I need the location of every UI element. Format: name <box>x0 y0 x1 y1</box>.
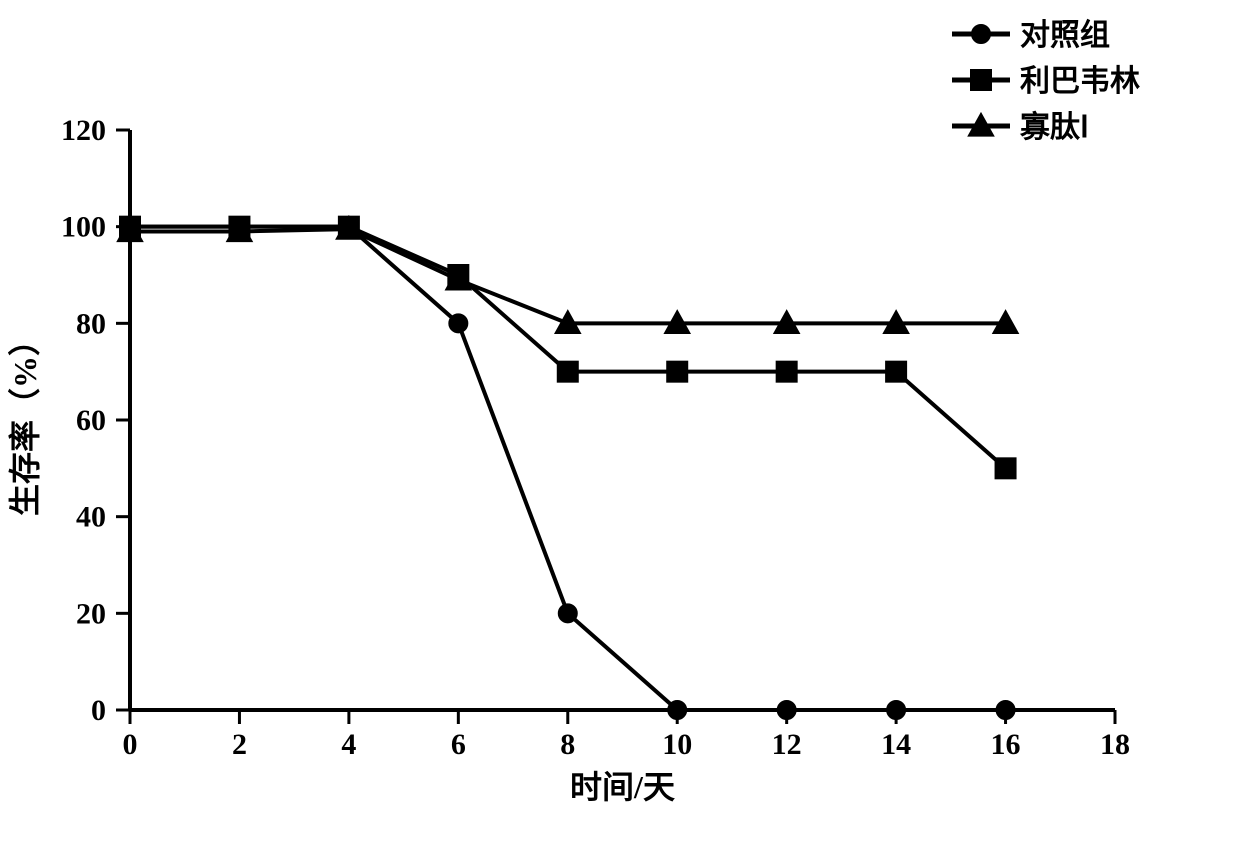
legend-label-寡肽I: 寡肽Ⅰ <box>1019 110 1089 144</box>
x-tick-label: 16 <box>991 728 1021 761</box>
series-marker-对照组 <box>668 701 686 719</box>
series-marker-对照组 <box>887 701 905 719</box>
legend-label-利巴韦林: 利巴韦林 <box>1020 65 1140 98</box>
series-marker-利巴韦林 <box>558 362 578 382</box>
series-marker-利巴韦林 <box>886 362 906 382</box>
x-tick-label: 12 <box>772 728 802 761</box>
x-tick-label: 0 <box>123 728 138 761</box>
series-marker-对照组 <box>778 701 796 719</box>
legend-marker-对照组 <box>972 25 990 43</box>
x-tick-label: 8 <box>560 728 575 761</box>
y-axis-label: 生存率（%） <box>7 324 43 516</box>
x-tick-label: 18 <box>1100 728 1130 761</box>
legend-marker-利巴韦林 <box>971 70 991 90</box>
y-tick-label: 80 <box>76 307 106 340</box>
x-axis-label: 时间/天 <box>570 769 675 805</box>
x-tick-label: 10 <box>662 728 692 761</box>
series-marker-对照组 <box>559 604 577 622</box>
x-tick-label: 6 <box>451 728 466 761</box>
chart-svg: 0 20 40 60 80 100 120 0 2 4 6 8 10 12 14 16 18 时间/天 生存率（%）… <box>0 0 1240 841</box>
x-tick-label: 2 <box>232 728 247 761</box>
y-tick-label: 0 <box>91 694 106 727</box>
y-tick-label: 120 <box>61 114 106 147</box>
x-tick-label: 14 <box>881 728 911 761</box>
series-marker-利巴韦林 <box>777 362 797 382</box>
y-tick-label: 20 <box>76 597 106 630</box>
series-marker-利巴韦林 <box>667 362 687 382</box>
x-tick-label: 4 <box>341 728 356 761</box>
y-tick-label: 40 <box>76 501 106 534</box>
y-tick-label: 100 <box>61 211 106 244</box>
legend-label-对照组: 对照组 <box>1020 18 1110 52</box>
y-tick-label: 60 <box>76 404 106 437</box>
survival-chart: 0 20 40 60 80 100 120 0 2 4 6 8 10 12 14 16 18 时间/天 生存率（%）… <box>0 0 1240 841</box>
series-marker-对照组 <box>449 314 467 332</box>
series-marker-利巴韦林 <box>996 458 1016 478</box>
series-marker-对照组 <box>997 701 1015 719</box>
